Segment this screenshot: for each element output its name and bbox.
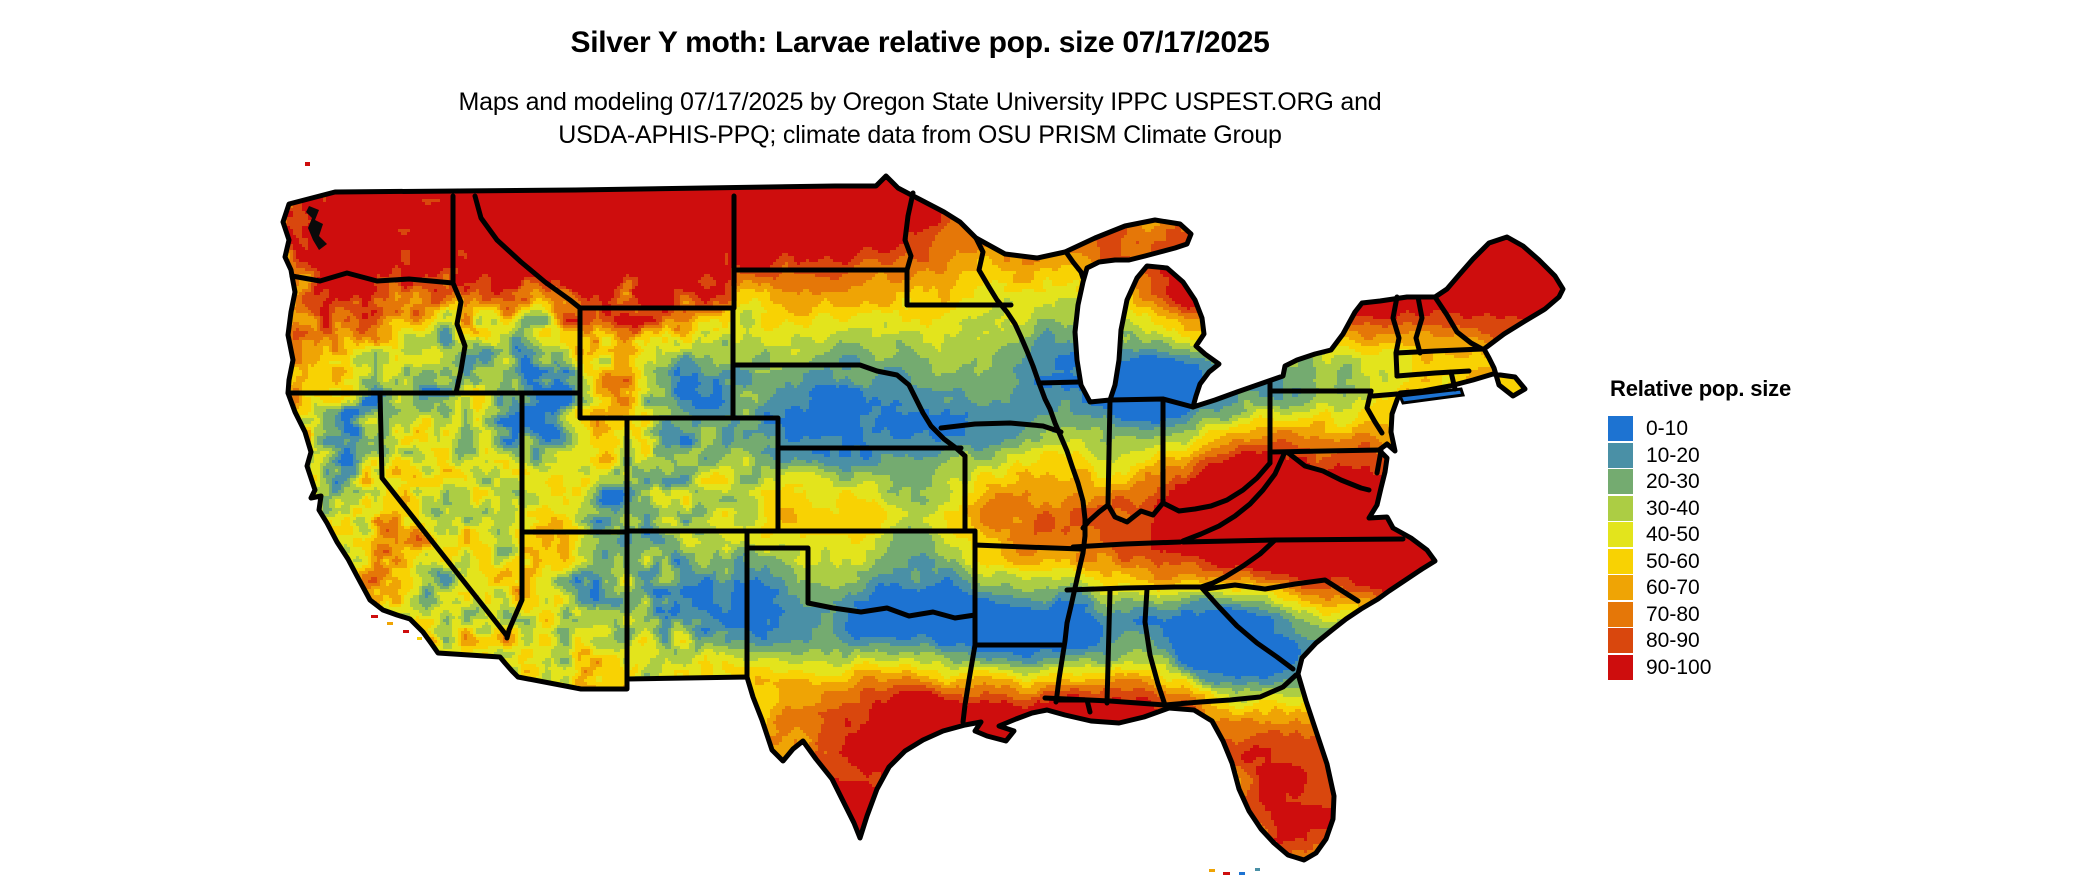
state-border-line	[1180, 449, 1288, 544]
state-border-line	[450, 280, 468, 396]
legend-item: 10-20	[1608, 442, 1868, 468]
legend-swatch	[1608, 601, 1633, 627]
state-border-line	[1413, 294, 1425, 356]
state-border-line	[1432, 294, 1485, 352]
state-border-line	[1202, 577, 1361, 604]
state-border-line	[624, 415, 781, 534]
legend-label: 50-60	[1646, 549, 1700, 573]
legend-item: 80-90	[1608, 628, 1868, 653]
us-risk-map	[275, 160, 1571, 880]
state-border-line	[1142, 586, 1168, 708]
legend-item: 60-70	[1608, 575, 1868, 600]
state-border-line	[805, 600, 978, 621]
state-border-line	[973, 235, 1088, 705]
state-border-line	[1370, 391, 1400, 399]
state-border-line	[972, 542, 1084, 552]
legend-item: 70-80	[1608, 601, 1868, 627]
legend-label: 30-40	[1646, 496, 1700, 520]
state-border-line	[1364, 388, 1385, 436]
state-border-line	[1042, 695, 1168, 708]
state-border-line	[472, 193, 583, 311]
us-map-borders	[275, 160, 1571, 880]
legend: Relative pop. size 0-10 10-20 20-30 30-4…	[1608, 376, 1868, 681]
legend-label: 0-10	[1646, 417, 1689, 440]
state-border-line	[1448, 369, 1458, 392]
map-title: Silver Y moth: Larvae relative pop. size…	[570, 26, 1270, 59]
legend-label: 10-20	[1646, 443, 1700, 467]
map-subtitle-line1: Maps and modeling 07/17/2025 by Oregon S…	[458, 88, 1382, 116]
state-border-line	[938, 420, 1064, 435]
state-border-line	[577, 305, 736, 421]
legend-item: 20-30	[1608, 469, 1868, 494]
puget-sound	[306, 206, 327, 250]
legend-item: 50-60	[1608, 548, 1868, 574]
legend-swatch	[1608, 442, 1633, 468]
state-border-line	[1070, 539, 1183, 550]
state-border-line	[1284, 449, 1372, 493]
legend-label: 60-70	[1646, 576, 1700, 599]
legend-label: 20-30	[1646, 470, 1700, 493]
state-border-line	[1162, 672, 1299, 708]
legend-swatch	[1608, 628, 1633, 653]
state-border-line	[1394, 368, 1472, 379]
legend-swatch	[1608, 416, 1633, 441]
legend-swatch	[1608, 469, 1633, 494]
state-border-line	[1036, 379, 1083, 386]
state-border-line	[289, 270, 456, 286]
state-border-line	[1063, 249, 1086, 281]
legend-item: 90-100	[1608, 654, 1868, 680]
state-borders	[285, 190, 1485, 725]
state-border-line	[1080, 460, 1273, 531]
state-border-line	[1064, 584, 1204, 593]
island-dots	[305, 162, 1260, 875]
state-border-line	[1104, 587, 1113, 706]
legend-item: 0-10	[1608, 416, 1868, 441]
state-border-line	[1105, 397, 1113, 508]
state-border-line	[1198, 537, 1278, 590]
legend-label: 70-80	[1646, 602, 1700, 626]
map-subtitle: Maps and modeling 07/17/2025 by Oregon S…	[0, 86, 1840, 152]
state-border-line	[1390, 294, 1402, 356]
map-subtitle-line2: USDA-APHIS-PPQ; climate data from OSU PR…	[558, 121, 1282, 149]
legend-title: Relative pop. size	[1610, 376, 1792, 401]
state-border-line	[1393, 346, 1485, 356]
legend-label: 40-50	[1646, 523, 1700, 546]
legend-entries: 0-10 10-20 20-30 30-40 40-50 50-60 60-70…	[1608, 416, 1868, 680]
legend-item: 30-40	[1608, 495, 1868, 521]
state-border-line	[731, 362, 968, 459]
legend-label: 90-100	[1646, 655, 1712, 679]
state-border-line	[902, 190, 916, 308]
long-island	[1397, 387, 1465, 405]
legend-swatch	[1608, 575, 1633, 600]
legend-swatch	[1608, 522, 1633, 547]
state-border-line	[504, 390, 525, 641]
legend-swatch	[1608, 654, 1633, 680]
state-border-line	[744, 528, 811, 606]
ocean-mask	[275, 160, 1571, 880]
legend-item: 40-50	[1608, 522, 1868, 547]
state-border-line	[1374, 448, 1384, 476]
legend-label: 80-90	[1646, 629, 1700, 652]
legend-swatch	[1608, 495, 1633, 521]
state-border-line	[1180, 536, 1406, 545]
legend-swatch	[1608, 548, 1633, 574]
state-border-line	[1198, 584, 1296, 672]
state-border-line	[1393, 350, 1400, 379]
state-border-line	[1107, 396, 1196, 410]
state-border-line	[960, 642, 978, 725]
state-border-line	[377, 390, 510, 639]
us-coast-outline	[280, 173, 1566, 863]
